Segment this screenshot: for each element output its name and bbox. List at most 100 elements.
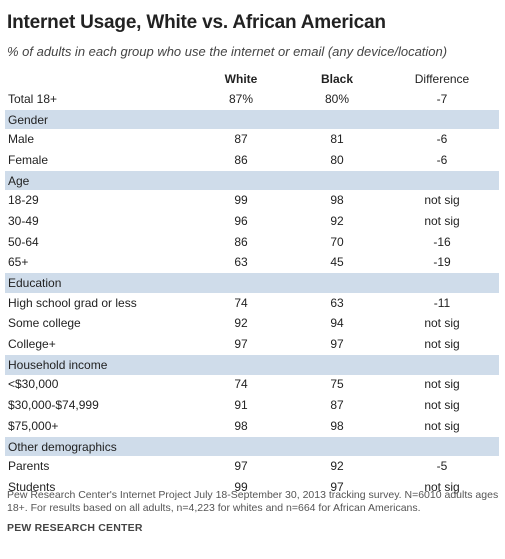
cell-black: 75 — [289, 374, 385, 396]
section-header-row: Education — [5, 272, 499, 293]
row-label: $75,000+ — [5, 415, 193, 437]
section-header-row: Gender — [5, 109, 499, 130]
row-label: 50-64 — [5, 231, 193, 253]
table-row: 65+ 63 45 -19 — [5, 252, 499, 274]
cell-difference: -5 — [385, 456, 499, 478]
cell-white: 91 — [193, 394, 289, 416]
section-header-row: Other demographics — [5, 436, 499, 457]
source-credit: PEW RESEARCH CENTER — [7, 522, 143, 534]
cell-black: 81 — [289, 129, 385, 151]
cell-difference: not sig — [385, 476, 499, 498]
row-label: Total 18+ — [5, 89, 193, 110]
section-filler-cell — [385, 109, 499, 130]
table-row: $30,000-$74,999 91 87 not sig — [5, 394, 499, 416]
cell-difference: -7 — [385, 89, 499, 110]
section-filler-cell — [193, 354, 289, 375]
section-heading: Age — [5, 170, 193, 191]
row-label: Parents — [5, 456, 193, 478]
section-heading: Household income — [5, 354, 193, 375]
cell-difference: not sig — [385, 210, 499, 232]
cell-black: 63 — [289, 292, 385, 314]
section-filler-cell — [385, 436, 499, 457]
cell-black: 80% — [289, 89, 385, 110]
cell-difference: -6 — [385, 149, 499, 171]
survey-note: Pew Research Center's Internet Project J… — [7, 489, 499, 514]
table-row: $75,000+ 98 98 not sig — [5, 415, 499, 437]
cell-black: 97 — [289, 333, 385, 355]
cell-difference: not sig — [385, 374, 499, 396]
section-filler-cell — [385, 354, 499, 375]
cell-white: 97 — [193, 456, 289, 478]
section-heading: Education — [5, 272, 193, 293]
cell-black: 97 — [289, 476, 385, 498]
cell-white: 96 — [193, 210, 289, 232]
section-filler-cell — [289, 436, 385, 457]
cell-black: 92 — [289, 456, 385, 478]
section-filler-cell — [289, 354, 385, 375]
row-label: High school grad or less — [5, 292, 193, 314]
cell-white: 86 — [193, 149, 289, 171]
cell-white: 74 — [193, 374, 289, 396]
cell-white: 99 — [193, 476, 289, 498]
section-filler-cell — [289, 272, 385, 293]
section-filler-cell — [289, 170, 385, 191]
cell-white: 74 — [193, 292, 289, 314]
column-header-white: White — [224, 71, 258, 86]
cell-black: 80 — [289, 149, 385, 171]
table-row: College+ 97 97 not sig — [5, 333, 499, 355]
section-filler-cell — [193, 272, 289, 293]
column-header-difference: Difference — [414, 71, 470, 86]
section-filler-cell — [193, 170, 289, 191]
cell-black: 92 — [289, 210, 385, 232]
cell-white: 97 — [193, 333, 289, 355]
cell-black: 98 — [289, 415, 385, 437]
cell-difference: -6 — [385, 129, 499, 151]
cell-white: 99 — [193, 190, 289, 212]
cell-difference: -19 — [385, 252, 499, 274]
cell-difference: not sig — [385, 313, 499, 335]
table-row: 50-64 86 70 -16 — [5, 231, 499, 253]
section-filler-cell — [289, 109, 385, 130]
cell-difference: -16 — [385, 231, 499, 253]
row-label: College+ — [5, 333, 193, 355]
table-row: High school grad or less 74 63 -11 — [5, 292, 499, 314]
chart-subtitle: % of adults in each group who use the in… — [7, 44, 448, 59]
row-label: 18-29 — [5, 190, 193, 212]
cell-white: 86 — [193, 231, 289, 253]
cell-white: 63 — [193, 252, 289, 274]
row-label: 30-49 — [5, 210, 193, 232]
cell-black: 87 — [289, 394, 385, 416]
header-row: White Black Difference — [5, 68, 499, 89]
cell-black: 70 — [289, 231, 385, 253]
table-row: Parents 97 92 -5 — [5, 456, 499, 478]
cell-difference: not sig — [385, 190, 499, 212]
cell-white: 87 — [193, 129, 289, 151]
table-row-total: Total 18+ 87% 80% -7 — [5, 89, 499, 110]
row-label: Female — [5, 149, 193, 171]
table-row: Female 86 80 -6 — [5, 149, 499, 171]
cell-difference: not sig — [385, 333, 499, 355]
cell-white: 87% — [193, 89, 289, 110]
header-label-column — [5, 68, 193, 89]
column-header-black: Black — [320, 71, 354, 86]
table-row: <$30,000 74 75 not sig — [5, 374, 499, 396]
section-header-row: Age — [5, 170, 499, 191]
table-body: Total 18+ 87% 80% -7 Gender Male 87 81 -6 Fem… — [5, 89, 499, 498]
chart-title: Internet Usage, White vs. African Americ… — [7, 12, 386, 33]
table-row: 18-29 99 98 not sig — [5, 190, 499, 212]
section-filler-cell — [193, 109, 289, 130]
cell-difference: not sig — [385, 394, 499, 416]
row-label: 65+ — [5, 252, 193, 274]
table-row: 30-49 96 92 not sig — [5, 210, 499, 232]
cell-black: 45 — [289, 252, 385, 274]
cell-difference: -11 — [385, 292, 499, 314]
row-label: Some college — [5, 313, 193, 335]
cell-white: 98 — [193, 415, 289, 437]
section-filler-cell — [193, 436, 289, 457]
cell-white: 92 — [193, 313, 289, 335]
section-filler-cell — [385, 272, 499, 293]
row-label: Students — [5, 476, 193, 498]
section-filler-cell — [385, 170, 499, 191]
table-row: Students 99 97 not sig — [5, 476, 499, 498]
